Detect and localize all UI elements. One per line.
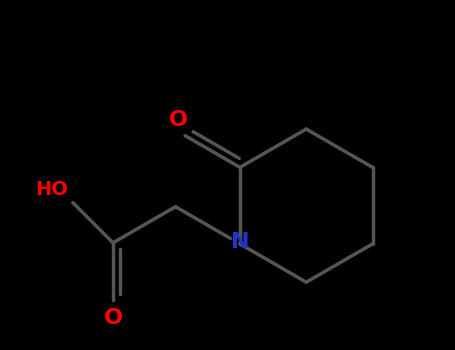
Text: HO: HO <box>35 180 68 199</box>
Text: O: O <box>104 308 122 328</box>
Text: N: N <box>231 232 249 252</box>
Text: O: O <box>169 110 187 130</box>
